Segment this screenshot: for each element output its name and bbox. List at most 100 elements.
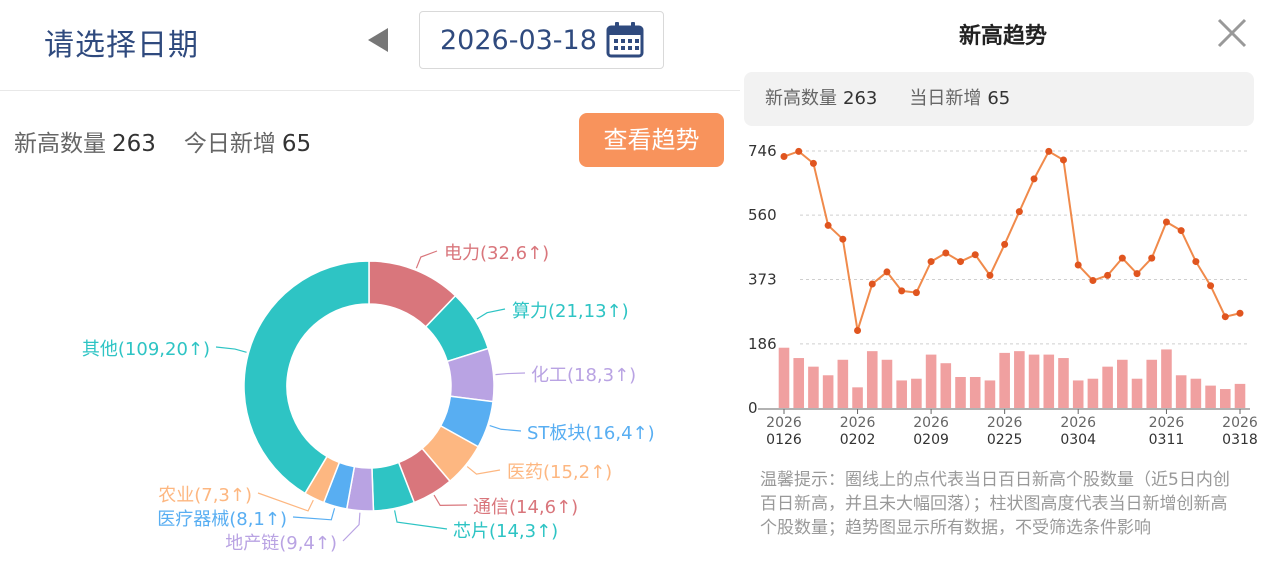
bar-new-count: [852, 387, 863, 408]
donut-leader-line: [495, 372, 526, 376]
donut-leader-line: [433, 494, 468, 507]
bar-new-count: [837, 359, 849, 408]
trend-point: [986, 271, 994, 279]
date-picker[interactable]: 2026-03-18: [419, 11, 664, 69]
bar-new-count: [1190, 378, 1202, 408]
x-tick-year: 2026: [913, 415, 949, 431]
bar-new-count: [866, 351, 878, 408]
donut-label-qita: 其他(109,20↑): [81, 339, 210, 360]
bar-new-count: [1161, 349, 1172, 408]
calendar-icon: [606, 22, 644, 58]
trend-point: [809, 159, 817, 167]
bar-new-count: [969, 376, 981, 408]
bar-new-count: [1117, 359, 1128, 408]
x-tick-date: 0126: [766, 432, 802, 448]
x-tick-year: 2026: [766, 415, 802, 431]
trend-chart: 7465603731860202601262026020220260209202…: [748, 142, 1258, 448]
x-tick-date: 0304: [1060, 432, 1096, 448]
bar-new-count: [808, 366, 819, 408]
donut-label-dianli: 电力(32,6↑): [444, 243, 550, 264]
donut-leader-line: [215, 346, 247, 353]
bar-new-count: [1146, 359, 1158, 408]
donut-label-suanli: 算力(21,13↑): [512, 301, 629, 322]
trend-point: [1118, 254, 1126, 262]
trend-point: [1074, 261, 1082, 269]
trend-point: [839, 235, 847, 243]
x-tick-date: 0318: [1222, 432, 1258, 448]
donut-leader-line: [292, 508, 336, 521]
new-high-label: 新高数量: [14, 131, 106, 157]
trend-point: [1148, 254, 1156, 262]
trend-point: [1236, 309, 1244, 317]
x-tick-year: 2026: [987, 415, 1023, 431]
modal-new-high-label: 新高数量: [765, 88, 837, 109]
bar-new-count: [793, 358, 805, 408]
modal-title: 新高趋势: [958, 24, 1047, 49]
trend-point: [1162, 218, 1170, 226]
bar-new-count: [1131, 378, 1143, 408]
y-tick-label: 186: [748, 335, 777, 353]
bar-new-count: [1205, 385, 1216, 408]
x-tick-date: 0202: [840, 432, 876, 448]
trend-point: [912, 289, 920, 297]
x-tick-date: 0311: [1149, 432, 1185, 448]
trend-point: [957, 258, 965, 266]
trend-point: [1089, 277, 1097, 285]
donut-slice-qita[interactable]: [243, 260, 370, 495]
trend-point: [868, 280, 876, 288]
donut-leader-line: [476, 308, 506, 320]
modal-stats: 新高数量 263 当日新增 65: [744, 72, 1254, 126]
x-tick-year: 2026: [1149, 415, 1185, 431]
trend-point: [898, 287, 906, 295]
y-tick-label: 373: [748, 271, 777, 289]
trend-point: [927, 258, 935, 266]
donut-leader-line: [257, 492, 314, 512]
donut-label-dichan: 地产链(9,4↑): [225, 533, 337, 554]
trend-point: [1104, 271, 1112, 279]
trend-point: [1221, 313, 1229, 321]
trend-point: [1133, 270, 1141, 278]
view-trend-button[interactable]: 查看趋势: [579, 113, 724, 167]
header-divider: [0, 90, 740, 91]
trend-point: [1045, 147, 1053, 155]
bar-new-count: [778, 347, 790, 408]
bar-new-count: [1058, 358, 1069, 408]
bar-new-count: [999, 352, 1010, 408]
trend-point: [883, 268, 891, 276]
previous-date-button[interactable]: [366, 26, 390, 54]
donut-label-yiliao: 医疗器械(8,1↑): [157, 509, 287, 530]
trend-point: [1030, 175, 1038, 183]
today-new-value: 65: [281, 131, 312, 157]
donut-leader-line: [466, 466, 501, 475]
trend-point: [1015, 208, 1023, 216]
x-tick-year: 2026: [1222, 415, 1258, 431]
bar-new-count: [1102, 366, 1113, 408]
y-tick-label: 746: [748, 142, 777, 160]
bar-new-count: [1087, 378, 1099, 408]
today-new-label: 今日新增: [183, 131, 276, 157]
sector-donut-chart: [215, 250, 526, 542]
trend-point: [1177, 227, 1185, 235]
trend-point: [1207, 282, 1215, 290]
trend-point: [1192, 258, 1200, 266]
bar-new-count: [1175, 375, 1187, 408]
stats-summary: 新高数量 263 今日新增 65: [14, 124, 311, 158]
modal-today-label: 当日新增: [909, 88, 982, 109]
bar-new-count: [911, 378, 922, 408]
y-tick-label: 560: [748, 206, 777, 224]
modal-today-value: 65: [987, 88, 1011, 109]
x-tick-year: 2026: [840, 415, 876, 431]
donut-label-tongxin: 通信(14,6↑): [473, 497, 579, 518]
close-icon[interactable]: [1216, 17, 1248, 49]
donut-leader-line: [342, 512, 361, 542]
bar-new-count: [1072, 380, 1084, 408]
bar-new-count: [925, 354, 937, 408]
trend-point: [971, 251, 979, 259]
donut-label-xinpian: 芯片(14,3↑): [453, 521, 559, 542]
x-tick-date: 0209: [913, 432, 949, 448]
donut-leader-line: [489, 424, 522, 432]
main-panel: 请选择日期 2026-03-18 新高数量 263 今日新增 65 查看趋势 电力(3…: [0, 11, 740, 554]
triangle-left-icon: [368, 28, 388, 52]
y-tick-label: 0: [748, 399, 758, 417]
bar-new-count: [1028, 354, 1040, 408]
